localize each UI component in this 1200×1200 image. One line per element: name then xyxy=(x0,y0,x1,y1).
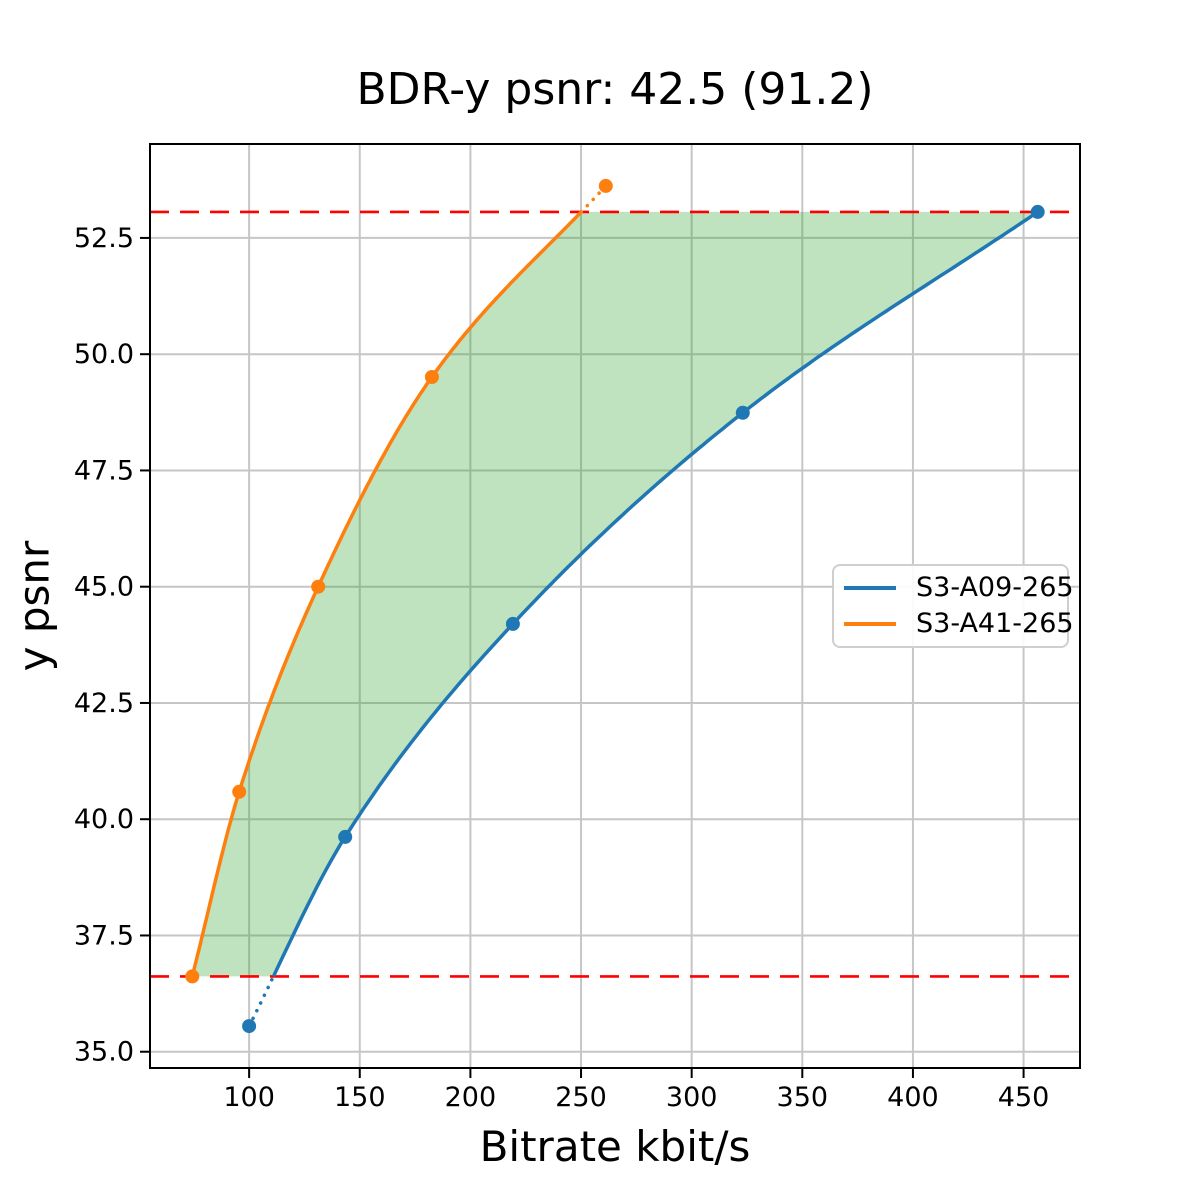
y-tick-label: 47.5 xyxy=(74,455,134,486)
data-point xyxy=(232,784,247,799)
data-point xyxy=(424,370,439,384)
data-point xyxy=(735,405,750,420)
series-line-dotted-S3-A41-265 xyxy=(579,184,608,214)
chart-title: BDR-y psnr: 42.5 (91.2) xyxy=(356,64,874,115)
series-line-S3-A09-265 xyxy=(271,210,1039,978)
legend-line-swatch xyxy=(844,622,896,626)
x-tick-label: 250 xyxy=(555,1082,607,1113)
data-point xyxy=(185,969,200,984)
legend-label: S3-A09-265 xyxy=(916,572,1074,603)
shaded-region xyxy=(192,211,1038,977)
y-tick-label: 42.5 xyxy=(74,688,134,719)
data-point xyxy=(242,1019,257,1034)
x-axis-label: Bitrate kbit/s xyxy=(479,1122,751,1171)
y-tick-label: 40.0 xyxy=(74,804,134,835)
y-tick-label: 50.0 xyxy=(74,339,134,370)
series-line-dotted-S3-A09-265 xyxy=(247,974,276,1028)
x-tick-label: 350 xyxy=(777,1082,829,1113)
legend: S3-A09-265 S3-A41-265 xyxy=(832,564,1074,648)
x-tick-label: 400 xyxy=(887,1082,939,1113)
data-point xyxy=(1030,204,1045,219)
x-tick-label: 300 xyxy=(666,1082,718,1113)
x-tick-label: 100 xyxy=(223,1082,275,1113)
plot-border xyxy=(149,143,1081,1069)
data-point xyxy=(505,616,520,631)
legend-entry: S3-A09-265 xyxy=(844,570,1074,606)
x-tick-label: 200 xyxy=(445,1082,497,1113)
data-point xyxy=(598,178,613,193)
y-tick-label: 37.5 xyxy=(74,920,134,951)
x-tick-label: 150 xyxy=(334,1082,386,1113)
y-tick-label: 52.5 xyxy=(74,223,134,254)
data-point xyxy=(338,829,353,844)
series-line-S3-A41-265 xyxy=(190,210,583,977)
x-tick-label: 450 xyxy=(998,1082,1050,1113)
y-axis-label: y psnr xyxy=(9,540,59,672)
data-point xyxy=(311,579,326,594)
y-tick-label: 35.0 xyxy=(74,1037,134,1068)
legend-line-swatch xyxy=(844,586,896,590)
y-tick-label: 45.0 xyxy=(74,572,134,603)
legend-label: S3-A41-265 xyxy=(916,608,1074,639)
legend-entry: S3-A41-265 xyxy=(844,606,1074,642)
